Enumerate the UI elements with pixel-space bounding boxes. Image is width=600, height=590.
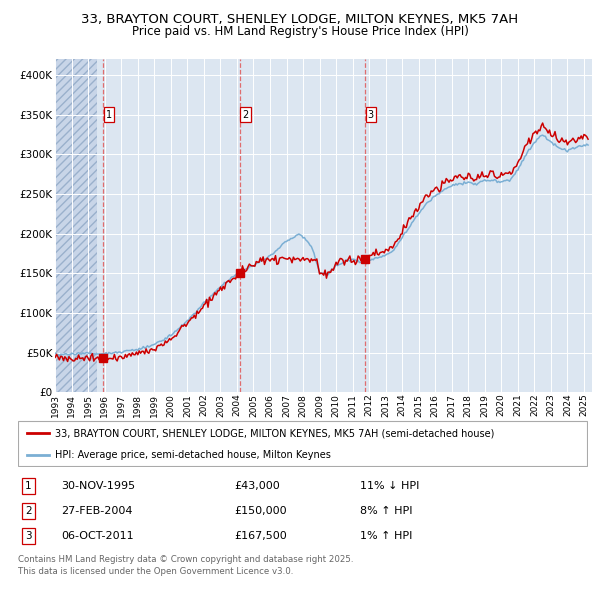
Text: 1: 1: [106, 110, 112, 120]
FancyBboxPatch shape: [18, 421, 587, 466]
Text: HPI: Average price, semi-detached house, Milton Keynes: HPI: Average price, semi-detached house,…: [55, 451, 331, 460]
Text: Contains HM Land Registry data © Crown copyright and database right 2025.
This d: Contains HM Land Registry data © Crown c…: [18, 555, 353, 576]
Text: 11% ↓ HPI: 11% ↓ HPI: [360, 481, 419, 491]
Text: 1% ↑ HPI: 1% ↑ HPI: [360, 531, 412, 541]
Text: 2: 2: [242, 110, 248, 120]
Text: Price paid vs. HM Land Registry's House Price Index (HPI): Price paid vs. HM Land Registry's House …: [131, 25, 469, 38]
Text: 2: 2: [25, 506, 31, 516]
Text: 8% ↑ HPI: 8% ↑ HPI: [360, 506, 413, 516]
Text: £150,000: £150,000: [235, 506, 287, 516]
Text: 30-NOV-1995: 30-NOV-1995: [61, 481, 135, 491]
Text: 27-FEB-2004: 27-FEB-2004: [61, 506, 132, 516]
Text: 06-OCT-2011: 06-OCT-2011: [61, 531, 133, 541]
Text: £43,000: £43,000: [235, 481, 280, 491]
Text: 33, BRAYTON COURT, SHENLEY LODGE, MILTON KEYNES, MK5 7AH (semi-detached house): 33, BRAYTON COURT, SHENLEY LODGE, MILTON…: [55, 428, 494, 438]
Bar: [55, 59, 97, 392]
Text: £167,500: £167,500: [235, 531, 287, 541]
Text: 3: 3: [25, 531, 31, 541]
Text: 33, BRAYTON COURT, SHENLEY LODGE, MILTON KEYNES, MK5 7AH: 33, BRAYTON COURT, SHENLEY LODGE, MILTON…: [82, 13, 518, 26]
Text: 1: 1: [25, 481, 31, 491]
Text: 3: 3: [368, 110, 374, 120]
